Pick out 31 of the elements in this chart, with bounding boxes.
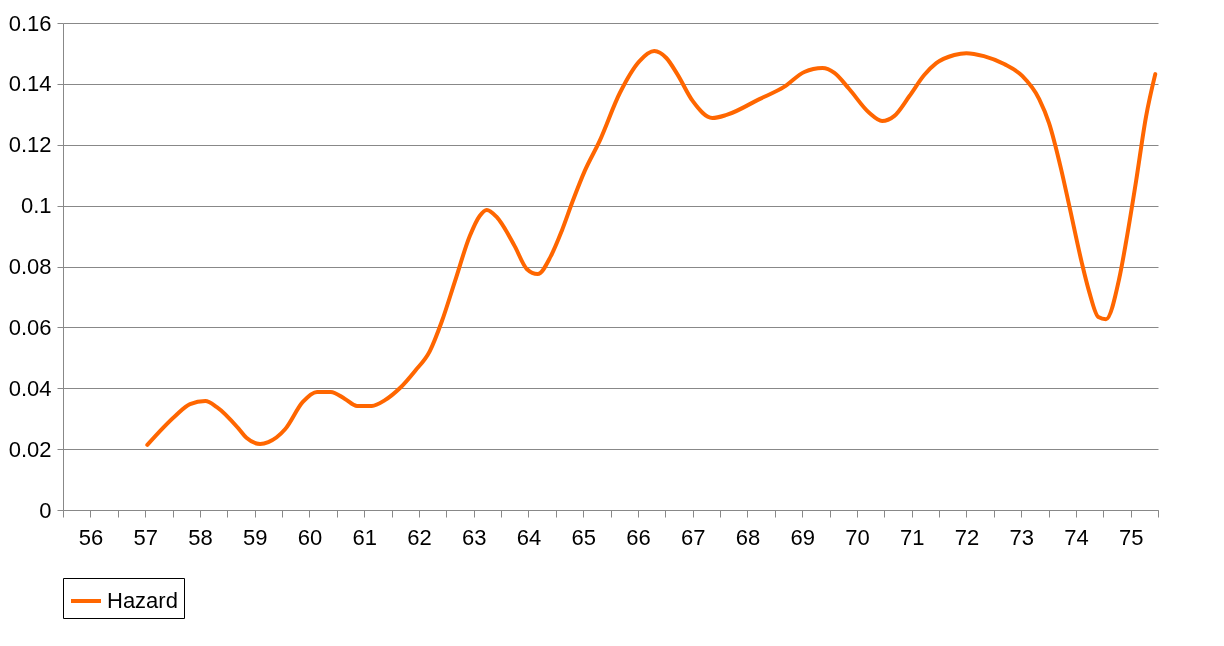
x-tick-label: 63 <box>461 524 487 550</box>
legend-label: Hazard <box>107 588 178 613</box>
x-tick-label: 69 <box>790 524 815 550</box>
x-tick-label: 67 <box>680 524 706 550</box>
x-tick-label: 60 <box>297 524 323 550</box>
y-tick-label: 0.16 <box>8 10 52 36</box>
x-tick-label: 70 <box>845 524 870 550</box>
x-tick-label: 73 <box>1009 524 1034 550</box>
x-tick-label: 59 <box>242 524 268 550</box>
y-tick-label: 0 <box>39 497 52 523</box>
y-tick-label: 0.02 <box>8 436 52 462</box>
x-tick-label: 75 <box>1118 524 1144 550</box>
y-tick-label: 0.12 <box>8 132 52 158</box>
y-tick-label: 0.08 <box>8 254 52 279</box>
y-tick-label: 0.06 <box>8 314 52 340</box>
y-tick-label: 0.04 <box>8 375 52 401</box>
x-tick-label: 71 <box>899 524 925 550</box>
x-tick-label: 58 <box>188 524 213 550</box>
x-tick-label: 56 <box>78 524 104 550</box>
y-tick-label: 0.1 <box>20 193 52 219</box>
x-tick-label: 62 <box>407 524 432 550</box>
x-tick-label: 57 <box>133 524 158 550</box>
x-tick-label: 72 <box>954 524 980 550</box>
x-tick-label: 64 <box>516 524 542 550</box>
line-series <box>145 49 1158 447</box>
x-tick-label: 61 <box>352 524 377 550</box>
x-tick-label: 65 <box>571 524 596 550</box>
x-tick-label: 74 <box>1064 524 1089 550</box>
x-tick-label: 68 <box>735 524 761 550</box>
x-tick-label: 66 <box>626 524 651 550</box>
y-tick-label: 0.14 <box>8 71 52 97</box>
